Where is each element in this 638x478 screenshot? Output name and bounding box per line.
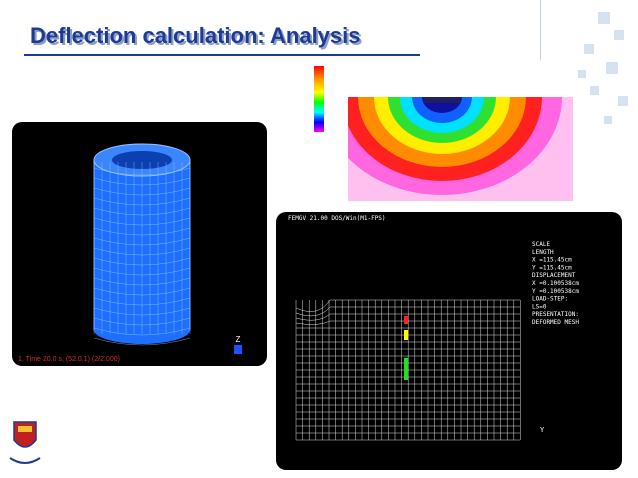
mesh-line (93, 297, 191, 306)
info-text: DEFORMED MESH (532, 319, 579, 326)
mesh-line (93, 197, 191, 206)
mesh-line (93, 237, 191, 246)
mesh-line (93, 167, 191, 176)
info-text: Y =115.45cm (532, 264, 572, 271)
mesh-line (93, 247, 191, 256)
info-text: LENGTH (532, 249, 554, 256)
title: Deflection calculation: Analysis (30, 23, 361, 48)
contour-image (314, 66, 573, 201)
mesh-line (93, 277, 191, 286)
mesh-line (93, 327, 191, 336)
mesh-line (93, 267, 191, 276)
panel-header: FEMGV 21.00 DOS/Win(M1-FPS) (288, 215, 386, 222)
info-text: Y =0.100538cm (532, 288, 579, 295)
axis-label: Z (236, 335, 241, 344)
title-shadow: Deflection calculation: Analysis (32, 25, 363, 50)
mesh-line (93, 187, 191, 196)
mesh-line (93, 257, 191, 266)
mesh-line (93, 217, 191, 226)
mesh-line (295, 299, 520, 312)
info-text: LOAD-STEP: (532, 296, 568, 303)
mesh-line (295, 306, 520, 317)
decor-squares (540, 0, 628, 124)
info-text: PRESENTATION: (532, 311, 579, 318)
mesh-line (295, 320, 520, 325)
right-panel: FEMGV 21.00 DOS/Win(M1-FPS) SCALELENGTHX… (276, 212, 622, 470)
mesh-line (93, 337, 191, 346)
info-text: LS=0 (532, 303, 547, 310)
mesh-line (93, 227, 191, 236)
left-panel: Z 1, Time 20.0 s, (52.0.1) (2/2.000) (12, 122, 267, 366)
mesh-line (93, 317, 191, 326)
mesh-line (93, 177, 191, 186)
info-text: X =0.100538cm (532, 280, 579, 287)
mesh-line (93, 207, 191, 216)
logo (9, 421, 41, 464)
mesh-line (295, 313, 520, 321)
info-text: DISPLACEMENT (532, 272, 576, 279)
status-text: 1, Time 20.0 s, (52.0.1) (2/2.000) (18, 356, 120, 363)
mesh-line (93, 307, 191, 316)
info-text: X =115.45cm (532, 257, 572, 264)
axis-glyph: Y (540, 426, 545, 434)
mesh-line (93, 287, 191, 296)
info-text: SCALE (532, 241, 550, 248)
